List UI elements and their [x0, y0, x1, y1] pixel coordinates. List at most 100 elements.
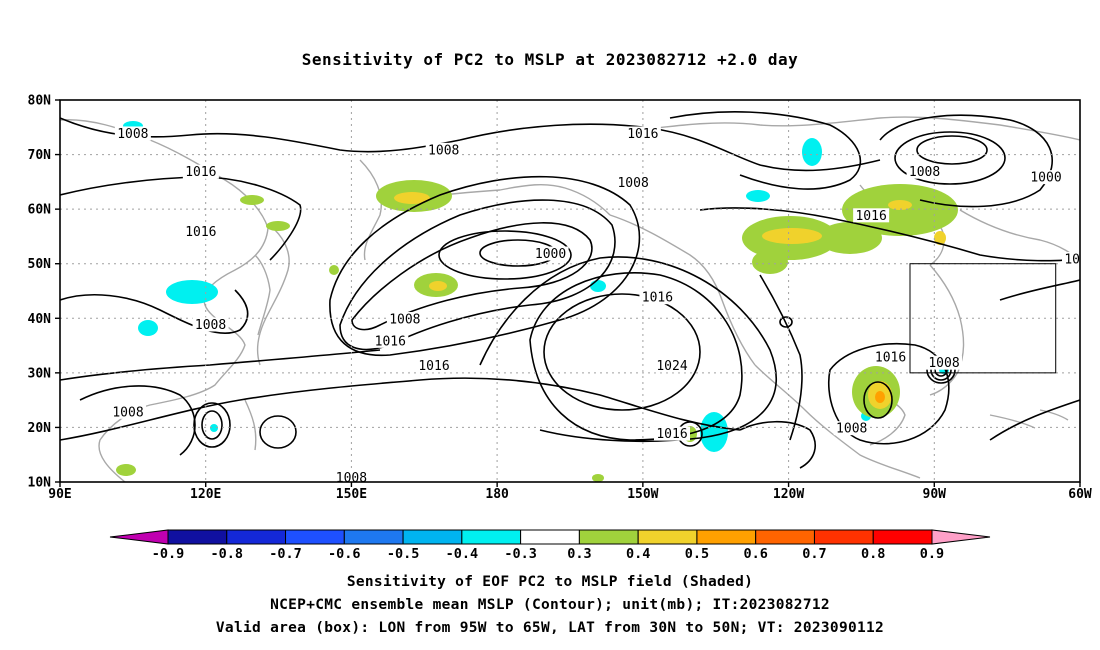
sensitivity-shading	[116, 121, 958, 482]
contour-label: 1008	[195, 318, 226, 333]
colorbar-level-label: -0.5	[387, 546, 420, 562]
lat-tick-label: 20N	[28, 421, 52, 436]
contour-label: 1016	[1064, 252, 1095, 267]
colorbar-swatch	[578, 529, 639, 545]
colorbar-swatch	[285, 529, 345, 545]
caption-shading: Sensitivity of EOF PC2 to MSLP field (Sh…	[346, 574, 754, 590]
lon-tick-label: 90E	[48, 487, 71, 502]
lon-tick-label: 90W	[923, 487, 947, 502]
contour-label: 1016	[627, 127, 658, 142]
colorbar-level-label: 0.4	[626, 546, 650, 562]
contour-label: 1008	[836, 422, 867, 437]
contour-label: 1008	[112, 405, 143, 420]
lon-tick-label: 60W	[1068, 487, 1092, 502]
contour-label-bg	[386, 312, 423, 327]
lon-tick-label: 180	[485, 487, 509, 502]
colorbar-swatch	[520, 529, 580, 545]
contour-label-bg	[372, 333, 409, 348]
contour-label-bg	[639, 290, 676, 305]
contour-label-bg	[624, 126, 661, 141]
lat-tick-label: 10N	[28, 476, 52, 491]
contour-label-bg	[1062, 251, 1080, 266]
contour-label: 1008	[617, 176, 648, 191]
colorbar-level-label: 0.9	[920, 546, 944, 562]
lat-tick-label: 40N	[28, 312, 52, 327]
colorbar-swatch	[343, 529, 404, 545]
contour-label: 1016	[375, 334, 406, 349]
contour-label: 1008	[909, 165, 940, 180]
longitude-axis: 90E 120E 150E 180 150W 120W 90W 60W	[48, 482, 1092, 502]
colorbar-swatch	[872, 529, 933, 545]
contour-label-bg	[110, 404, 146, 419]
caption-valid-area: Valid area (box): LON from 95W to 65W, L…	[215, 620, 885, 636]
lat-tick-label: 80N	[28, 94, 52, 109]
lat-tick-label: 50N	[28, 257, 52, 272]
colorbar-level-label: -0.3	[504, 546, 537, 562]
mslp-contours	[60, 111, 1080, 469]
colorbar-level-label: 0.5	[685, 546, 709, 562]
colorbar-level-label: -0.6	[328, 546, 361, 562]
contour-label-bg	[333, 470, 370, 482]
colorbar-swatch	[755, 529, 815, 545]
lat-tick-label: 70N	[28, 148, 52, 163]
contour-labels: 1008 1016 1016 1008 1008 1008 1008 1016 1008 1000…	[110, 126, 1095, 486]
colorbar-level-label: 0.6	[743, 546, 767, 562]
contour-label: 1008	[928, 356, 959, 371]
contour-label-bg	[532, 246, 569, 261]
latitude-axis: 80N 70N 60N 50N 40N 30N 20N 10N	[28, 94, 60, 491]
colorbar-high-triangle	[931, 529, 991, 545]
gridlines	[60, 100, 1080, 482]
contour-label-bg	[654, 358, 690, 373]
lon-tick-label: 150E	[336, 487, 367, 502]
contour-label-bg	[192, 317, 229, 332]
colorbar-swatch	[637, 529, 698, 545]
contour-label: 1008	[336, 471, 367, 486]
contour-label-bg	[416, 358, 452, 373]
contour-label-bg	[114, 126, 151, 141]
lon-tick-label: 120E	[190, 487, 221, 502]
contour-label: 1016	[875, 351, 906, 366]
contour-label-bg	[425, 142, 462, 157]
contour-label: 1016	[642, 291, 673, 306]
contour-label: 1016	[185, 225, 216, 240]
lon-tick-label: 150W	[627, 487, 658, 502]
contour-label: 1000	[1030, 171, 1061, 186]
lon-tick-label: 120W	[773, 487, 804, 502]
colorbar-level-label: 0.8	[861, 546, 885, 562]
contour-label-bg	[1028, 170, 1064, 185]
contour-label-bg	[906, 164, 943, 179]
colorbar-level-label: -0.8	[211, 546, 244, 562]
contour-label: 1016	[656, 427, 687, 442]
colorbar-level-label: 0.7	[802, 546, 826, 562]
colorbar-level-label: -0.4	[446, 546, 479, 562]
caption-contour: NCEP+CMC ensemble mean MSLP (Contour); u…	[270, 597, 830, 613]
colorbar-level-label: -0.9	[152, 546, 185, 562]
lat-tick-label: 30N	[28, 366, 52, 381]
plot-title: Sensitivity of PC2 to MSLP at 2023082712…	[301, 50, 799, 69]
contour-label: 1000	[535, 247, 566, 262]
contour-label: 1016	[418, 359, 449, 374]
lat-tick-label: 60N	[28, 203, 52, 218]
colorbar-low-triangle	[109, 529, 169, 545]
contour-label-bg	[833, 421, 870, 436]
colorbar-swatch	[696, 529, 757, 545]
contour-label-bg	[654, 426, 690, 441]
map-frame	[59, 99, 1081, 483]
colorbar-swatch	[813, 529, 874, 545]
contour-label-bg	[182, 224, 219, 239]
contour-label: 1008	[117, 127, 148, 142]
contour-label-bg	[615, 175, 652, 190]
colorbar-swatch	[402, 529, 463, 545]
contour-label-bg	[853, 208, 890, 223]
contour-label: 1008	[389, 313, 420, 328]
contour-label: 1016	[185, 165, 216, 180]
colorbar: -0.9 -0.8 -0.7 -0.6 -0.5 -0.4 -0.3 0.3 0.4 0.5 0.6…	[109, 529, 991, 562]
colorbar-level-label: -0.7	[269, 546, 302, 562]
valid-area-box	[909, 263, 1057, 374]
contour-label-bg	[926, 355, 962, 370]
colorbar-swatch	[226, 529, 287, 545]
colorbar-level-label: 0.3	[567, 546, 591, 562]
contour-label: 1024	[656, 359, 687, 374]
colorbar-swatch	[167, 529, 228, 545]
